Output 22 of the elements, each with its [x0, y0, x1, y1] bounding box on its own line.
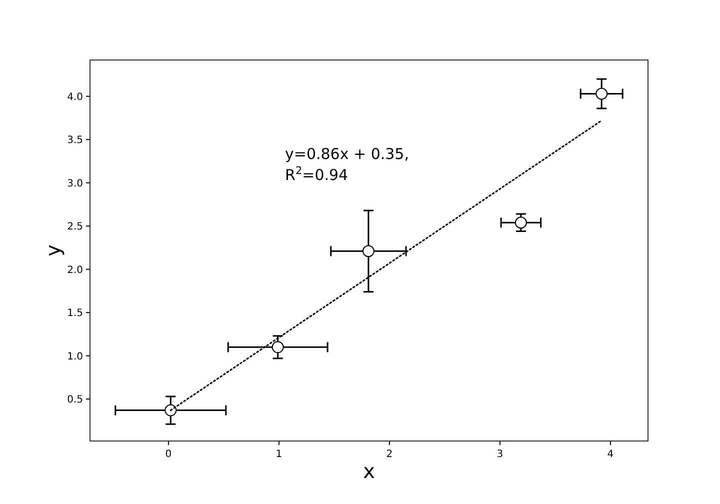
point [514, 216, 527, 229]
y-tick-label: 2.5 [67, 222, 83, 233]
x-tick-label: 2 [386, 449, 393, 460]
y-tick-label: 0.5 [67, 394, 83, 406]
y-tick-label: 3.0 [67, 178, 83, 190]
y-tick-label: 4.0 [67, 92, 83, 103]
x-axis-title: x [363, 459, 376, 483]
y-tick-label: 1.5 [67, 308, 83, 320]
x-tick-label: 3 [496, 449, 504, 460]
point [272, 341, 284, 354]
point [362, 245, 374, 258]
point [164, 404, 177, 416]
y-tick-label: 2.0 [67, 264, 83, 276]
y-tick-label: 1.0 [67, 351, 83, 362]
x-tick-label: 1 [276, 449, 282, 460]
y-axis-title: y [41, 244, 65, 256]
annotation: y=0.86x + 0.35, [285, 145, 409, 163]
annotation: R$^{2}$=0.94 [285, 165, 348, 184]
point [596, 88, 608, 100]
x-tick-label: 0 [165, 449, 172, 460]
y-tick-label: 3.5 [67, 135, 83, 146]
x-tick-label: 4 [607, 449, 614, 460]
